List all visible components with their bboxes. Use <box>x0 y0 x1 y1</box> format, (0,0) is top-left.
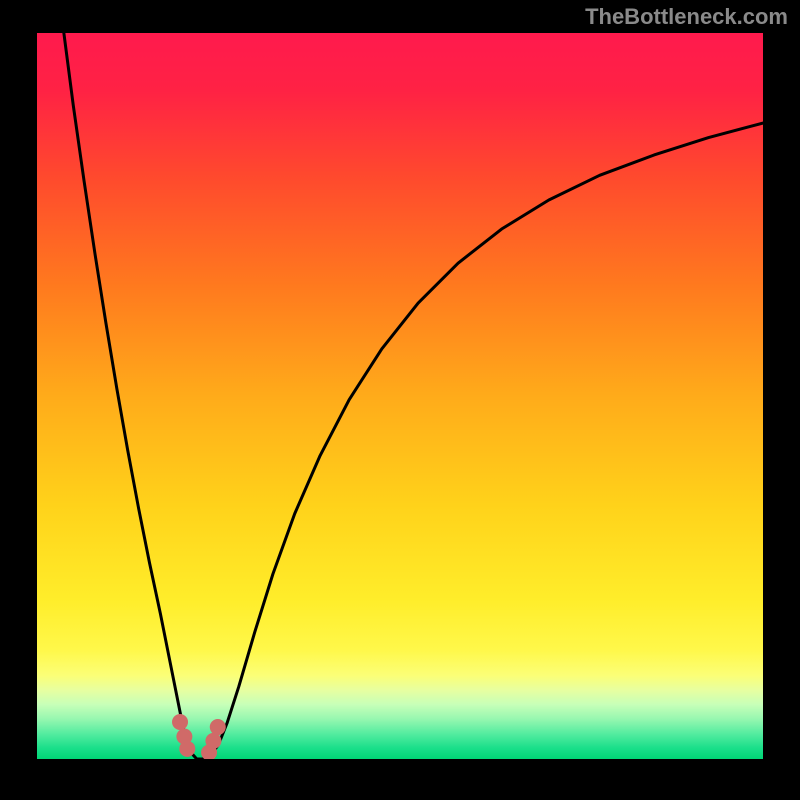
valley-marker <box>172 714 188 730</box>
valley-marker <box>210 719 226 735</box>
valley-marker <box>179 741 195 757</box>
valley-markers <box>172 714 226 759</box>
plot-area <box>37 33 763 759</box>
bottleneck-curve <box>37 33 763 759</box>
watermark-text: TheBottleneck.com <box>585 4 788 30</box>
chart-container: TheBottleneck.com <box>0 0 800 800</box>
valley-marker <box>205 733 221 749</box>
